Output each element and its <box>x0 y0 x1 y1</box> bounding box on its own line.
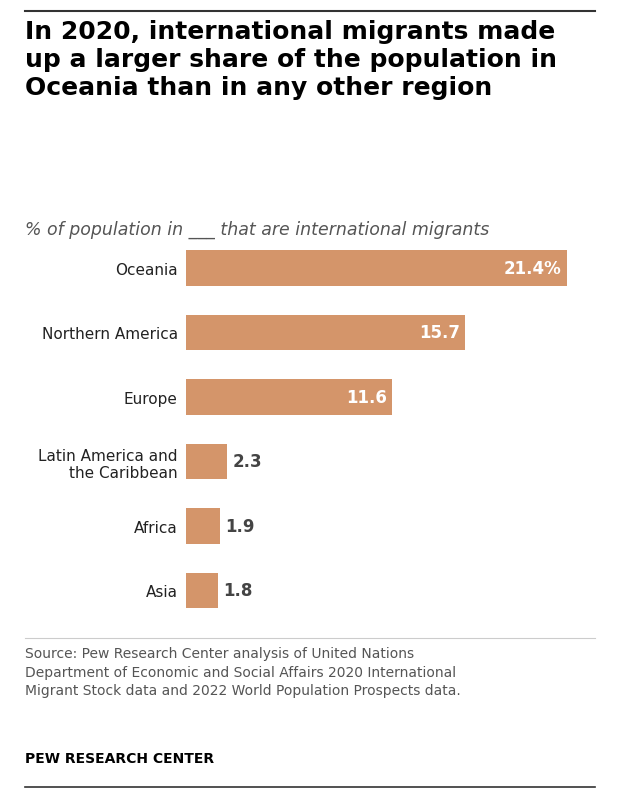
Bar <box>186 508 220 544</box>
Text: 2.3: 2.3 <box>232 453 262 471</box>
Bar <box>186 251 567 286</box>
Bar <box>186 380 392 415</box>
Text: 21.4%: 21.4% <box>503 259 561 278</box>
Text: 1.9: 1.9 <box>225 517 255 536</box>
Text: 15.7: 15.7 <box>419 324 460 342</box>
Bar <box>186 444 227 479</box>
Text: 11.6: 11.6 <box>346 389 387 406</box>
Text: Source: Pew Research Center analysis of United Nations
Department of Economic an: Source: Pew Research Center analysis of … <box>25 646 461 697</box>
Bar <box>186 316 466 351</box>
Text: PEW RESEARCH CENTER: PEW RESEARCH CENTER <box>25 751 214 764</box>
Text: % of population in ___ that are international migrants: % of population in ___ that are internat… <box>25 221 489 239</box>
Text: In 2020, international migrants made
up a larger share of the population in
Ocea: In 2020, international migrants made up … <box>25 20 557 100</box>
Bar <box>186 573 218 609</box>
Text: 1.8: 1.8 <box>223 581 253 600</box>
